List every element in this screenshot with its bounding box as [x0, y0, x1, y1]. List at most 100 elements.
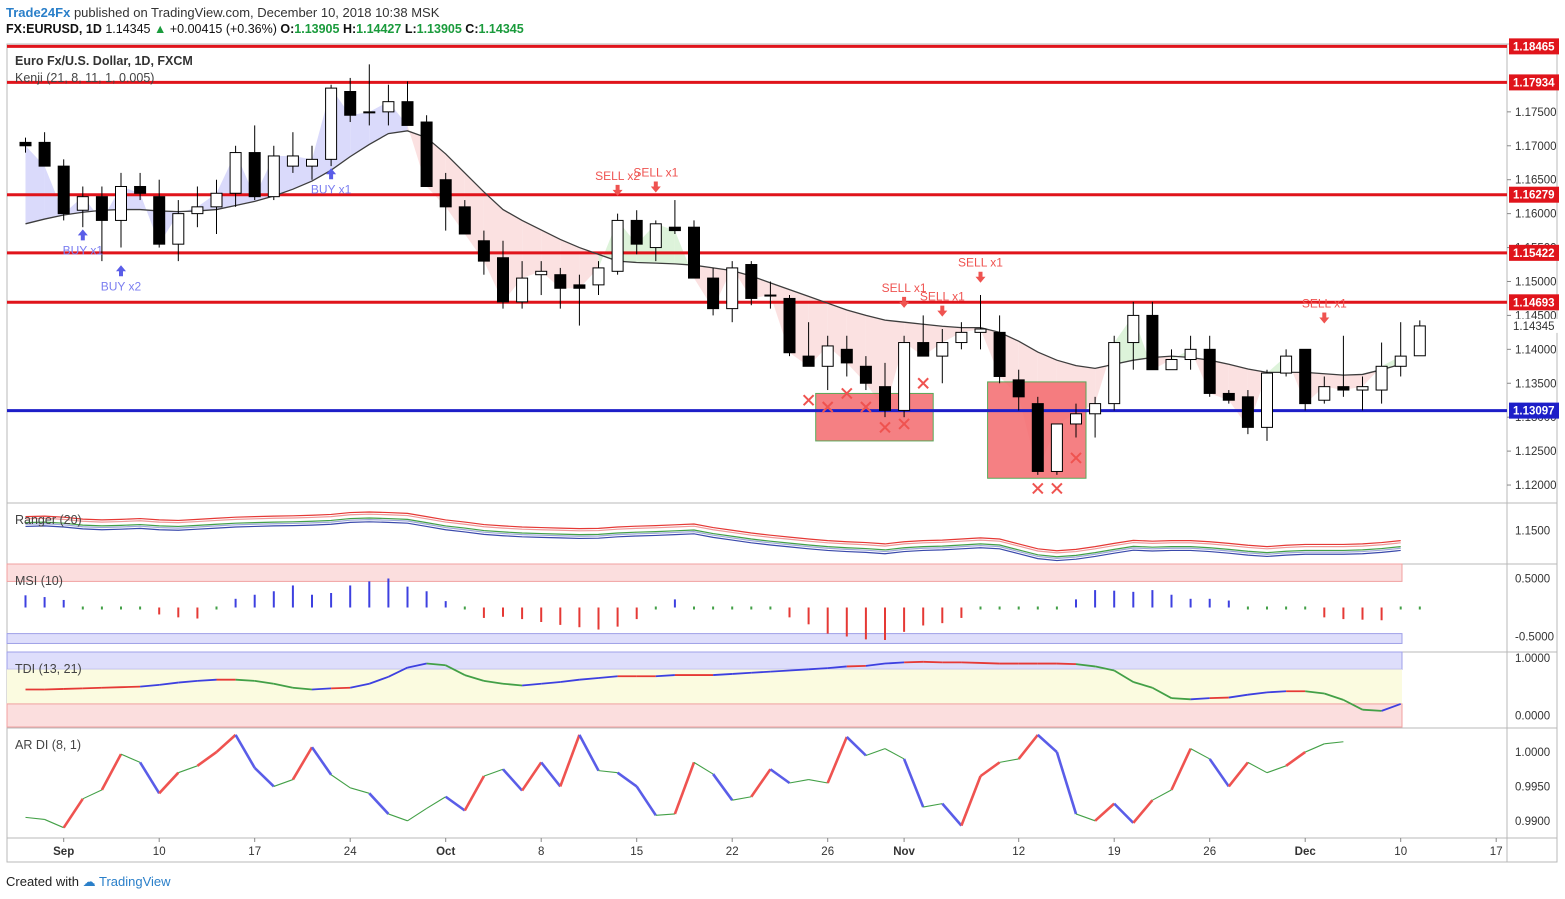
ardi-line-segment [100, 753, 123, 791]
candle[interactable] [668, 200, 681, 234]
tradingview-logo-icon[interactable]: ☁ [82, 874, 96, 889]
candle-body [57, 165, 70, 215]
candle[interactable] [898, 335, 911, 418]
ranger-axis-label: 1.1500 [1515, 525, 1550, 537]
tdi-line-segment [1075, 663, 1096, 668]
candle[interactable] [420, 115, 433, 187]
candle[interactable] [382, 84, 395, 126]
candle[interactable] [115, 172, 127, 248]
ardi-line-segment [463, 775, 486, 812]
candle[interactable] [879, 362, 891, 418]
candle[interactable] [1203, 335, 1216, 397]
candle-body [497, 257, 509, 303]
candle[interactable] [1261, 369, 1273, 441]
candle-body [1031, 403, 1044, 472]
low-label: L: [404, 22, 417, 36]
candle[interactable] [363, 64, 376, 126]
publisher-brand[interactable]: Trade24Fx [6, 5, 71, 20]
candle[interactable] [401, 81, 414, 126]
candle[interactable] [764, 281, 777, 309]
candle[interactable] [1222, 390, 1235, 404]
candle-body [76, 196, 89, 211]
candle[interactable] [611, 213, 624, 275]
candle[interactable] [38, 132, 51, 167]
candle[interactable] [1012, 369, 1025, 411]
tradingview-link[interactable]: TradingView [99, 874, 171, 889]
candle[interactable] [707, 267, 720, 316]
candle[interactable] [267, 145, 280, 201]
candle[interactable] [840, 335, 853, 377]
candle[interactable] [1127, 301, 1140, 370]
candle[interactable] [19, 137, 32, 153]
candle-body [1261, 372, 1273, 428]
candle[interactable] [859, 356, 872, 391]
candle[interactable] [1031, 396, 1044, 475]
candle[interactable] [172, 200, 185, 262]
candle[interactable] [993, 315, 1006, 384]
candle[interactable] [458, 200, 471, 235]
candle[interactable] [1394, 322, 1407, 377]
candle[interactable] [191, 186, 204, 228]
ardi-line-segment [1152, 789, 1172, 801]
candle[interactable] [592, 261, 605, 296]
candle[interactable] [153, 179, 166, 248]
candle[interactable] [344, 77, 357, 123]
candle[interactable] [1337, 335, 1350, 397]
candle[interactable] [1318, 376, 1331, 404]
candle[interactable] [1070, 403, 1082, 438]
candle[interactable] [649, 220, 662, 262]
candle[interactable] [821, 335, 834, 391]
candle[interactable] [688, 220, 700, 279]
ardi-line-segment [1075, 813, 1096, 822]
candle[interactable] [936, 328, 949, 384]
tdi-line-segment [1381, 703, 1402, 712]
candle-body [439, 179, 452, 208]
candle-body [1222, 392, 1235, 401]
candle[interactable] [477, 230, 490, 275]
ranger-line-4 [25, 519, 1401, 559]
tdi-line-segment [254, 679, 274, 685]
candle[interactable] [917, 315, 930, 357]
candle[interactable] [630, 210, 643, 255]
candle[interactable] [76, 186, 89, 228]
candle[interactable] [286, 132, 299, 173]
candle[interactable] [974, 295, 987, 350]
candle[interactable] [726, 261, 739, 323]
candle[interactable] [229, 145, 242, 207]
candle[interactable] [516, 261, 529, 309]
candle[interactable] [1089, 396, 1102, 438]
candle[interactable] [1146, 301, 1159, 371]
candle[interactable] [1280, 349, 1293, 377]
candle[interactable] [745, 261, 758, 306]
candle[interactable] [57, 159, 70, 221]
candle[interactable] [439, 172, 452, 231]
candle[interactable] [955, 322, 968, 350]
candle[interactable] [210, 179, 223, 234]
candle[interactable] [1050, 423, 1063, 475]
candle[interactable] [497, 240, 509, 309]
candle[interactable] [1108, 335, 1121, 411]
tdi-line-segment [388, 666, 408, 678]
candle[interactable] [1413, 320, 1426, 357]
candle[interactable] [573, 274, 586, 326]
candle[interactable] [1184, 335, 1197, 370]
candle[interactable] [802, 322, 815, 367]
candle[interactable] [783, 295, 796, 357]
candle[interactable] [1375, 342, 1388, 404]
candle[interactable] [535, 261, 548, 296]
candle[interactable] [134, 172, 147, 201]
candle[interactable] [554, 267, 567, 309]
ardi-line-segment [578, 734, 600, 772]
candle[interactable] [1241, 390, 1254, 435]
candle[interactable] [1299, 348, 1312, 411]
candle[interactable] [95, 186, 108, 262]
msi-overbought-band [6, 563, 1403, 582]
candle[interactable] [1356, 376, 1369, 411]
candle[interactable] [248, 125, 261, 201]
candle[interactable] [306, 145, 318, 180]
ardi-line-segment [865, 748, 886, 757]
candle[interactable] [1165, 349, 1178, 371]
candle[interactable] [325, 84, 338, 167]
